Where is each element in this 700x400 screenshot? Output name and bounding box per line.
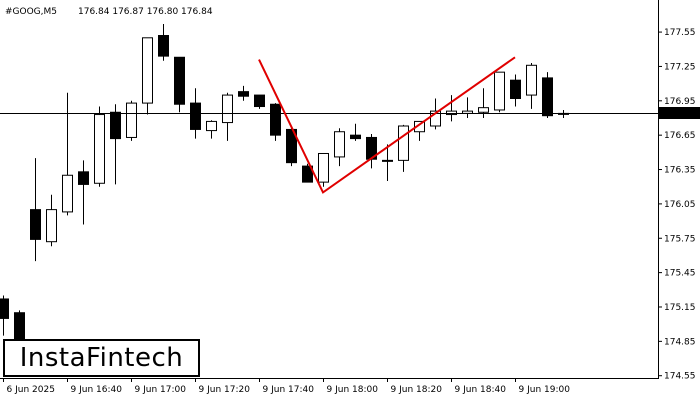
candle-body (334, 131, 345, 158)
candle (526, 63, 537, 109)
candle-body (158, 35, 169, 57)
candle (350, 123, 361, 141)
candle-body (254, 94, 265, 108)
current-price-marker: 176.84 (659, 107, 700, 120)
y-tick-label: 176.95 (664, 97, 696, 107)
candle-body (206, 120, 217, 132)
candle-body (542, 77, 553, 117)
candle (238, 85, 249, 101)
candles-layer (0, 24, 569, 350)
instafintech-logo: InstaFintech (3, 339, 200, 377)
candle (254, 94, 265, 109)
candle (510, 74, 521, 107)
candle-body (46, 209, 57, 243)
candle (126, 100, 137, 141)
candle (174, 56, 185, 113)
candle-body (302, 165, 313, 183)
candle-body (286, 128, 297, 164)
y-tick-label: 174.55 (664, 372, 696, 382)
candle-body (78, 171, 89, 185)
y-tick-label: 176.65 (664, 131, 696, 141)
x-tick-label: 6 Jun 2025 (7, 385, 55, 395)
candle-body (0, 298, 9, 319)
candle-body (174, 56, 185, 105)
candle (110, 104, 121, 185)
y-tick-label: 175.75 (664, 234, 696, 244)
candle-body (190, 102, 201, 130)
pattern-line (258, 56, 516, 194)
y-tick-label: 177.55 (664, 28, 696, 38)
candle-body (398, 125, 409, 161)
x-tick-label: 9 Jun 18:00 (327, 385, 379, 395)
y-tick-label: 174.85 (664, 337, 696, 347)
candle-body (270, 103, 281, 136)
candle-body (142, 37, 153, 104)
candle (78, 160, 89, 225)
logo-text: InstaFintech (19, 343, 184, 373)
candle (302, 163, 313, 183)
candle-body (94, 114, 105, 184)
candle-body (526, 64, 537, 96)
x-tick-label: 9 Jun 19:00 (519, 385, 571, 395)
price-marker-label: 176.84 (663, 110, 695, 120)
candle-body (510, 79, 521, 100)
price-marker-background (659, 107, 700, 119)
y-tick-label: 176.05 (664, 200, 696, 210)
candle (382, 144, 393, 181)
x-axis: 6 Jun 2025 9 Jun 16:40 9 Jun 17:00 9 Jun 17… (3, 378, 571, 395)
candle-body (222, 94, 233, 124)
candle-body (430, 110, 441, 127)
candle-body (30, 209, 41, 240)
candle-body (126, 102, 137, 138)
x-tick-label: 9 Jun 17:20 (199, 385, 251, 395)
x-tick-label: 9 Jun 17:00 (135, 385, 187, 395)
candle-body (238, 91, 249, 97)
candle (30, 158, 41, 262)
candle (398, 124, 409, 172)
y-tick-label: 177.25 (664, 62, 696, 72)
candle (494, 71, 505, 113)
x-tick-label: 9 Jun 18:40 (455, 385, 507, 395)
candle (142, 37, 153, 115)
chart-ohlc: 176.84 176.87 176.80 176.84 (78, 7, 213, 17)
candle (46, 194, 57, 247)
candle-body (350, 134, 361, 140)
y-axis: 177.55 177.25 176.95 176.65 176.35 176.05 175.… (658, 28, 696, 382)
candle-body (382, 159, 393, 162)
candle (94, 106, 105, 187)
candle (542, 72, 553, 118)
candle-body (494, 71, 505, 111)
candle-body (446, 110, 457, 116)
candle (446, 95, 457, 122)
candle (222, 92, 233, 141)
candle-body (414, 120, 425, 133)
candle-body (110, 111, 121, 140)
x-tick-label: 9 Jun 17:40 (263, 385, 315, 395)
candle-body (318, 152, 329, 183)
y-tick-label: 176.35 (664, 166, 696, 176)
candle (206, 120, 217, 139)
candle (270, 103, 281, 141)
candle (318, 152, 329, 187)
y-tick-label: 175.15 (664, 303, 696, 313)
x-tick-label: 9 Jun 16:40 (71, 385, 123, 395)
candle (158, 24, 169, 61)
candle-body (62, 174, 73, 213)
chart-symbol: #GOOG,M5 (5, 7, 57, 17)
y-tick-label: 175.45 (664, 269, 696, 279)
x-tick-label: 9 Jun 18:20 (391, 385, 443, 395)
candle (286, 126, 297, 167)
candle (334, 128, 345, 167)
candle (0, 295, 9, 336)
candle-body (478, 107, 489, 113)
